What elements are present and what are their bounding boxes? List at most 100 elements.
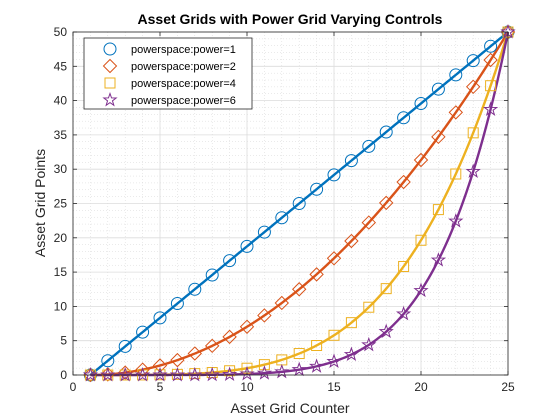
data-point-series-1 — [379, 125, 393, 139]
y-tick-label: 20 — [54, 231, 68, 245]
data-point-series-1 — [362, 139, 376, 153]
data-point-series-2 — [257, 308, 272, 323]
data-point-series-1 — [118, 339, 132, 353]
data-point-series-4 — [395, 305, 412, 321]
legend-marker-1 — [103, 42, 117, 56]
data-point-series-2 — [170, 352, 185, 368]
data-point-series-1 — [431, 82, 445, 96]
x-tick-label: 10 — [240, 380, 254, 394]
data-point-series-4 — [152, 366, 168, 382]
data-point-series-1 — [292, 197, 306, 210]
data-point-series-2 — [431, 129, 446, 145]
data-point-series-2 — [291, 282, 307, 297]
data-point-series-2 — [326, 251, 342, 266]
y-tick-label: 15 — [54, 265, 68, 279]
data-point-series-2 — [344, 233, 359, 249]
data-point-series-2 — [239, 319, 255, 334]
data-point-series-2 — [222, 329, 237, 345]
data-point-series-3 — [380, 283, 392, 295]
data-point-series-2 — [378, 195, 394, 211]
data-point-series-1 — [240, 239, 254, 253]
data-point-series-3 — [328, 329, 340, 341]
data-point-series-1 — [310, 182, 324, 196]
data-point-series-2 — [204, 338, 220, 354]
legend-entries: powerspace:power=1 powerspace:power=2 powe… — [102, 42, 236, 107]
data-point-series-1 — [484, 39, 498, 53]
chart-title: Asset Grids with Power Grid Varying Cont… — [138, 11, 443, 27]
y-tick-label: 10 — [54, 299, 68, 313]
y-tick-label: 50 — [54, 25, 68, 39]
legend-marker-4 — [102, 91, 118, 107]
data-point-series-1 — [344, 154, 358, 168]
data-point-series-4 — [308, 358, 325, 373]
data-point-series-2 — [465, 79, 481, 95]
data-point-series-3 — [293, 348, 305, 360]
data-point-series-1 — [153, 311, 167, 325]
data-point-series-4 — [204, 366, 220, 382]
data-point-series-4 — [117, 366, 133, 382]
data-point-series-2 — [309, 267, 324, 282]
data-point-series-4 — [343, 346, 360, 362]
data-point-series-3 — [467, 127, 479, 139]
data-point-series-3 — [415, 234, 427, 246]
data-point-series-4 — [378, 323, 394, 339]
legend-label-3: powerspace:power=4 — [131, 78, 236, 90]
data-point-series-3 — [398, 260, 410, 272]
legend-label-4: powerspace:power=6 — [131, 95, 236, 107]
y-tick-label: 0 — [60, 368, 67, 382]
x-tick-label: 15 — [327, 380, 341, 394]
data-point-series-1 — [223, 254, 237, 268]
legend-label-1: powerspace:power=1 — [131, 44, 236, 56]
x-tick-label: 0 — [70, 380, 77, 394]
y-tick-label: 35 — [54, 128, 68, 142]
data-point-series-3 — [485, 80, 497, 92]
series-line-2 — [90, 31, 510, 377]
data-point-series-2 — [274, 295, 290, 311]
y-tick-label: 40 — [54, 94, 68, 108]
y-tick-label: 5 — [60, 334, 67, 348]
data-point-series-2 — [187, 346, 203, 361]
x-axis-ticks: 0 5 10 15 20 25 — [70, 32, 515, 394]
data-point-series-4 — [291, 361, 307, 377]
data-point-series-1 — [205, 268, 219, 282]
y-axis-label: Asset Grid Points — [32, 149, 48, 257]
legend-box — [83, 37, 253, 110]
data-point-series-1 — [275, 211, 289, 225]
data-point-series-1 — [414, 96, 428, 110]
data-point-series-4 — [221, 366, 238, 382]
data-point-series-2 — [135, 362, 150, 377]
x-tick-label: 25 — [501, 380, 515, 394]
y-tick-label: 25 — [54, 197, 68, 211]
data-point-series-1 — [397, 111, 411, 125]
data-point-series-2 — [448, 105, 464, 120]
data-point-series-4 — [256, 365, 273, 380]
data-point-series-4 — [82, 366, 99, 382]
data-point-series-3 — [432, 204, 444, 216]
data-point-series-4 — [187, 366, 203, 382]
legend-marker-3 — [104, 77, 116, 89]
data-point-series-2 — [100, 367, 116, 382]
x-tick-label: 5 — [157, 380, 164, 394]
data-point-series-2 — [413, 152, 429, 168]
data-point-series-4 — [482, 101, 499, 116]
data-point-series-4 — [274, 363, 290, 379]
data-point-series-4 — [326, 353, 342, 368]
data-point-series-4 — [239, 366, 255, 381]
y-axis-ticks: 0 5 10 15 20 25 30 35 40 45 50 — [54, 25, 508, 382]
data-point-series-1 — [257, 225, 271, 239]
data-point-series-1 — [170, 297, 184, 311]
data-point-series-1 — [466, 54, 480, 68]
data-point-series-3 — [450, 168, 462, 180]
data-point-series-1 — [327, 168, 341, 182]
data-point-series-1 — [449, 68, 463, 82]
data-point-series-4 — [134, 366, 151, 382]
data-point-series-1 — [188, 282, 202, 296]
x-tick-label: 20 — [414, 380, 428, 394]
y-tick-label: 45 — [54, 59, 68, 73]
data-point-series-3 — [345, 317, 357, 329]
legend-marker-2 — [102, 58, 118, 74]
data-point-series-4 — [430, 252, 447, 267]
series-line-1 — [89, 31, 509, 376]
